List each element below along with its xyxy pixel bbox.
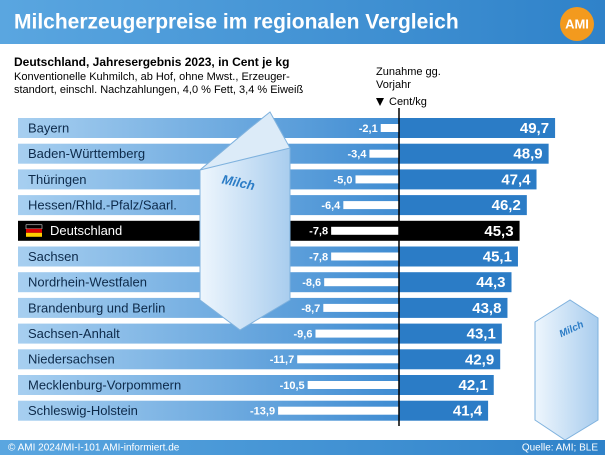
price-label: 43,8 — [472, 300, 501, 317]
price-label: 48,9 — [513, 146, 542, 163]
price-bar — [399, 220, 520, 241]
logo: AMI — [565, 16, 589, 31]
note: standort, einschl. Nachzahlungen, 4,0 % … — [14, 84, 303, 96]
chart-title: Milcherzeugerpreise im regionalen Vergle… — [14, 11, 459, 34]
carton-top — [199, 111, 291, 171]
category-label: Bayern — [28, 120, 69, 135]
price-label: 46,2 — [492, 197, 521, 214]
price-label: 44,3 — [476, 274, 505, 291]
change-label: -2,1 — [359, 123, 378, 135]
row-background — [18, 349, 399, 370]
note: Konventionelle Kuhmilch, ab Hof, ohne Mw… — [14, 71, 290, 83]
change-label: -8,6 — [302, 277, 321, 289]
flag-gold — [26, 232, 42, 237]
row-background — [18, 375, 399, 395]
price-label: 42,9 — [465, 351, 494, 368]
price-label: 49,7 — [520, 120, 549, 137]
change-label: -6,4 — [321, 200, 341, 212]
price-label: 45,3 — [484, 223, 513, 240]
price-bar — [399, 143, 549, 164]
rows: Bayern -2,1 49,7 Baden-Württemberg -3,4 48,9 T… — [18, 118, 556, 421]
footer-right: Quelle: AMI; BLE — [522, 443, 598, 454]
price-bar — [399, 118, 556, 138]
change-bar — [307, 381, 399, 389]
row-background — [18, 118, 399, 138]
row-background — [18, 323, 399, 344]
marker — [376, 98, 384, 106]
change-bar — [331, 252, 399, 261]
price-bar — [399, 169, 537, 190]
carton-label: Milch — [221, 172, 257, 194]
price-label: 43,1 — [467, 326, 496, 343]
price-bar — [399, 400, 489, 421]
change-label: -13,9 — [250, 406, 275, 418]
row-background — [18, 143, 399, 164]
change-header: Zunahme gg. — [376, 66, 441, 78]
change-header: Vorjahr — [376, 79, 411, 91]
category-label: Thüringen — [28, 172, 87, 187]
flag-red — [26, 228, 42, 233]
price-bar — [399, 195, 527, 216]
header — [0, 0, 605, 44]
change-bar — [369, 149, 399, 158]
change-label: -3,4 — [347, 149, 367, 161]
category-label: Schleswig-Holstein — [28, 403, 138, 418]
carton: Milch — [199, 111, 291, 331]
change-bar — [355, 175, 399, 184]
change-label: -9,6 — [294, 329, 313, 341]
price-bar — [399, 297, 508, 318]
change-bar — [324, 278, 399, 287]
change-label: -11,7 — [270, 354, 294, 366]
category-label: Sachsen-Anhalt — [28, 326, 120, 341]
change-bar — [380, 124, 399, 132]
change-bar — [323, 303, 399, 312]
change-bar — [278, 406, 399, 415]
change-bar — [297, 355, 399, 364]
flag-black — [25, 224, 43, 230]
unit-label: Cent/kg — [389, 96, 427, 108]
change-label: -7,8 — [309, 251, 328, 263]
category-label: Baden-Württemberg — [28, 146, 145, 161]
price-bar — [399, 246, 518, 267]
category-label: Brandenburg und Berlin — [28, 300, 165, 315]
price-bar — [399, 375, 494, 395]
price-label: 42,1 — [459, 377, 488, 394]
category-label: Sachsen — [28, 249, 79, 264]
category-label: Hessen/Rhld.-Pfalz/Saarl. — [28, 198, 177, 213]
price-label: 45,1 — [483, 248, 512, 265]
price-label: 41,4 — [453, 403, 483, 420]
change-label: -7,8 — [309, 226, 328, 238]
change-label: -5,0 — [334, 174, 353, 186]
carton-body — [534, 299, 599, 441]
price-bar — [399, 323, 502, 344]
row-background — [18, 400, 399, 421]
change-bar — [315, 329, 399, 338]
price-bar — [399, 272, 512, 293]
subtitle: Deutschland, Jahresergebnis 2023, in Cen… — [14, 55, 289, 69]
category-label: Niedersachsen — [28, 352, 115, 367]
change-bar — [343, 201, 399, 210]
change-bar — [331, 226, 399, 235]
category-label: Mecklenburg-Vorpommern — [28, 377, 181, 392]
category-label: Nordrhein-Westfalen — [28, 275, 147, 290]
price-bar — [399, 349, 501, 370]
logo-circle — [560, 7, 594, 41]
footer — [0, 440, 605, 455]
row-background — [18, 297, 399, 318]
category-label: Deutschland — [50, 223, 122, 238]
price-label: 47,4 — [501, 171, 531, 188]
carton: Milch — [534, 299, 599, 441]
change-label: -8,7 — [301, 303, 320, 315]
change-label: -10,5 — [280, 380, 305, 392]
footer-left: © AMI 2024/MI-I-101 AMI-informiert.de — [8, 443, 180, 454]
